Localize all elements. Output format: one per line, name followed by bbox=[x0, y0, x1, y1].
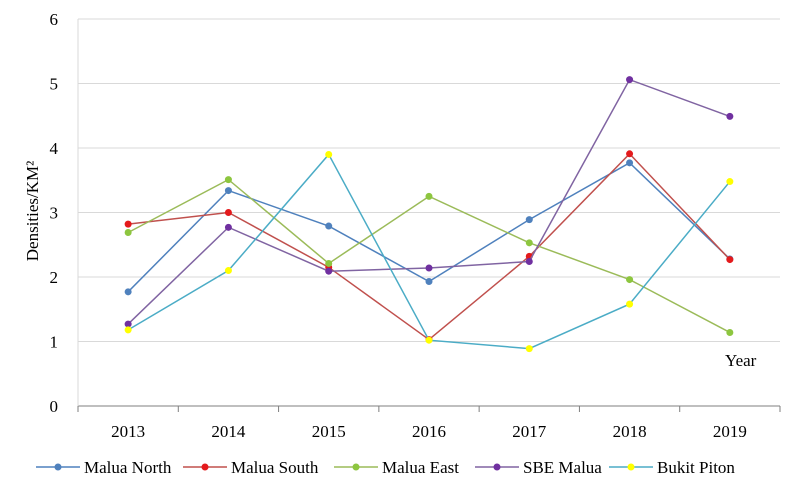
series-sbe-malua bbox=[124, 76, 734, 328]
legend-item: Malua North bbox=[36, 458, 172, 477]
data-point bbox=[626, 276, 634, 284]
data-point bbox=[626, 150, 634, 158]
data-point bbox=[124, 320, 132, 328]
x-tick-label: 2018 bbox=[613, 422, 647, 441]
series-malua-south bbox=[124, 150, 734, 344]
y-tick-label: 4 bbox=[50, 139, 59, 158]
series-line bbox=[127, 178, 731, 334]
data-point bbox=[224, 223, 232, 231]
legend-label: SBE Malua bbox=[523, 458, 602, 477]
legend-swatch-marker bbox=[627, 463, 635, 471]
y-tick-label: 6 bbox=[50, 10, 59, 29]
y-tick-label: 1 bbox=[50, 333, 59, 352]
data-point bbox=[726, 178, 734, 186]
x-tick-label: 2016 bbox=[412, 422, 446, 441]
y-tick-label: 3 bbox=[50, 204, 59, 223]
data-point bbox=[124, 220, 132, 228]
y-tick-label: 0 bbox=[50, 397, 59, 416]
data-point bbox=[325, 267, 333, 275]
series-malua-east bbox=[124, 176, 734, 336]
legend-item: Bukit Piton bbox=[609, 458, 735, 477]
data-point bbox=[224, 209, 232, 216]
series-line bbox=[127, 161, 731, 293]
x-tick-label: 2014 bbox=[211, 422, 246, 441]
data-point bbox=[224, 267, 232, 275]
x-tick-label: 2013 bbox=[111, 422, 145, 441]
data-point bbox=[425, 278, 433, 286]
series-line bbox=[127, 153, 731, 350]
data-point bbox=[124, 228, 132, 236]
legend-label: Malua South bbox=[231, 458, 319, 477]
legend-item: Malua South bbox=[183, 458, 319, 477]
data-point bbox=[224, 176, 232, 184]
data-point bbox=[525, 239, 533, 247]
data-point bbox=[425, 336, 433, 344]
series-bukit-piton bbox=[124, 150, 734, 353]
data-point bbox=[325, 150, 333, 158]
legend-swatch-marker bbox=[493, 463, 501, 471]
legend-swatch-marker bbox=[201, 463, 209, 471]
y-axis-ticks: 0 1 2 3 4 5 6 bbox=[50, 10, 59, 416]
data-point bbox=[726, 328, 734, 336]
y-axis-title: Densities/KM² bbox=[23, 161, 42, 261]
data-point bbox=[525, 345, 533, 353]
data-point bbox=[626, 76, 634, 84]
x-tick-label: 2015 bbox=[312, 422, 346, 441]
series-group bbox=[124, 76, 734, 353]
data-point bbox=[325, 222, 333, 230]
data-point bbox=[224, 187, 232, 195]
data-point bbox=[525, 216, 533, 224]
data-point bbox=[626, 159, 634, 167]
x-tick-label: 2019 bbox=[713, 422, 747, 441]
series-malua-north bbox=[124, 159, 734, 296]
legend-item: SBE Malua bbox=[475, 458, 602, 477]
x-tick-label: 2017 bbox=[512, 422, 547, 441]
x-axis-title: Year bbox=[725, 351, 757, 370]
data-point bbox=[124, 326, 132, 334]
legend-swatch-marker bbox=[54, 463, 62, 471]
data-point bbox=[726, 256, 734, 264]
legend: Malua North Malua South Malua East SBE Malu… bbox=[36, 458, 735, 477]
legend-label: Bukit Piton bbox=[657, 458, 735, 477]
y-tick-label: 2 bbox=[50, 268, 59, 287]
series-line bbox=[127, 78, 731, 325]
data-point bbox=[626, 300, 634, 308]
y-tick-label: 5 bbox=[50, 75, 59, 94]
data-point bbox=[325, 259, 333, 267]
legend-swatch-marker bbox=[352, 463, 360, 471]
legend-label: Malua East bbox=[382, 458, 459, 477]
x-axis-ticks: 2013 2014 2015 2016 2017 2018 2019 bbox=[77, 406, 781, 441]
gridlines bbox=[78, 18, 780, 342]
legend-item: Malua East bbox=[334, 458, 459, 477]
series-line bbox=[128, 152, 731, 341]
data-point bbox=[726, 112, 734, 120]
data-point bbox=[124, 288, 132, 296]
data-point bbox=[425, 264, 433, 272]
data-point bbox=[525, 258, 533, 266]
data-point bbox=[425, 192, 433, 200]
legend-label: Malua North bbox=[84, 458, 172, 477]
